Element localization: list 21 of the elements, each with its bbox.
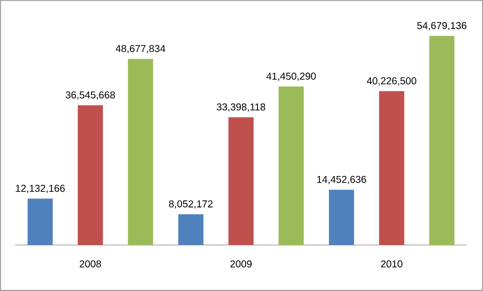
bar <box>28 198 53 245</box>
x-tick-label: 2008 <box>80 260 102 268</box>
bar <box>228 117 254 245</box>
data-label: 41,450,290 <box>266 72 316 81</box>
bar <box>328 190 354 245</box>
data-label: 14,452,636 <box>317 176 366 184</box>
data-label: 48,677,834 <box>116 44 166 54</box>
data-label: 40,226,500 <box>366 77 416 86</box>
data-label: 12,132,166 <box>16 184 65 193</box>
bar <box>128 58 154 245</box>
x-tick-label: 2010 <box>381 260 402 268</box>
bar <box>278 86 304 245</box>
bar <box>178 214 204 245</box>
data-label: 54,679,136 <box>417 22 466 30</box>
x-tick-label: 2009 <box>230 260 252 268</box>
bar <box>429 36 454 245</box>
data-label: 36,545,668 <box>66 91 115 100</box>
data-label: 8,052,172 <box>169 200 213 209</box>
bar <box>379 91 404 245</box>
data-label: 33,398,118 <box>216 103 266 112</box>
bar <box>78 105 103 245</box>
